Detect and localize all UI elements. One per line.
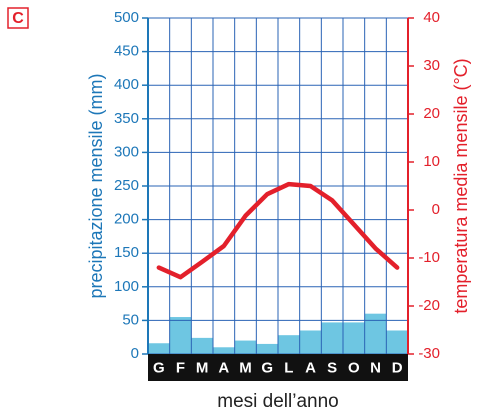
x-tick-label: A bbox=[218, 359, 229, 376]
bar bbox=[386, 330, 408, 354]
y-tick-label: 350 bbox=[114, 110, 139, 127]
y2-tick-label: -20 bbox=[418, 297, 440, 314]
y-tick-label: 100 bbox=[114, 278, 139, 295]
bar bbox=[234, 340, 257, 354]
y-tick-label: 200 bbox=[114, 211, 139, 228]
y-tick-label: 50 bbox=[122, 311, 139, 328]
x-tick-label: G bbox=[261, 359, 273, 376]
x-tick-label: G bbox=[153, 359, 165, 376]
x-tick-label: D bbox=[392, 359, 403, 376]
y-tick-label: 250 bbox=[114, 177, 139, 194]
y2-tick-label: 10 bbox=[423, 153, 440, 170]
bar bbox=[364, 313, 387, 354]
panel-box bbox=[7, 7, 29, 29]
month-strip bbox=[148, 354, 408, 381]
bar bbox=[343, 322, 365, 354]
x-tick-label: A bbox=[305, 359, 316, 376]
bar bbox=[299, 330, 322, 354]
y-tick-label: 400 bbox=[114, 76, 139, 93]
y-tick-label: 450 bbox=[114, 43, 139, 60]
bar bbox=[278, 335, 300, 354]
x-tick-label: O bbox=[348, 359, 360, 376]
y-axis-title: precipitazione mensile (mm) bbox=[86, 73, 106, 298]
x-tick-label: L bbox=[284, 359, 293, 376]
y2-tick-label: -10 bbox=[418, 249, 440, 266]
y-tick-label: 0 bbox=[131, 345, 139, 362]
y2-tick-label: 40 bbox=[423, 9, 440, 26]
y-tick-label: 150 bbox=[114, 244, 139, 261]
bar bbox=[321, 322, 343, 354]
bar bbox=[256, 343, 278, 354]
y2-tick-label: 20 bbox=[423, 105, 440, 122]
x-tick-label: S bbox=[327, 359, 337, 376]
bar bbox=[169, 317, 192, 354]
y2-tick-label: -30 bbox=[418, 345, 440, 362]
x-tick-label: F bbox=[176, 359, 185, 376]
x-axis-title: mesi dell’anno bbox=[217, 391, 338, 412]
y-tick-label: 500 bbox=[114, 9, 139, 26]
y-tick-label: 300 bbox=[114, 143, 139, 160]
bar bbox=[213, 347, 235, 354]
x-tick-label: N bbox=[370, 359, 381, 376]
y2-tick-label: 30 bbox=[423, 57, 440, 74]
y2-axis-title: temperatura media mensile (°C) bbox=[451, 58, 471, 313]
x-tick-label: M bbox=[239, 359, 252, 376]
bar bbox=[191, 337, 213, 354]
y2-tick-label: 0 bbox=[432, 201, 440, 218]
temperature-line bbox=[156, 181, 400, 280]
x-tick-label: M bbox=[196, 359, 209, 376]
panel-label: C bbox=[12, 10, 24, 27]
bar bbox=[148, 343, 170, 354]
